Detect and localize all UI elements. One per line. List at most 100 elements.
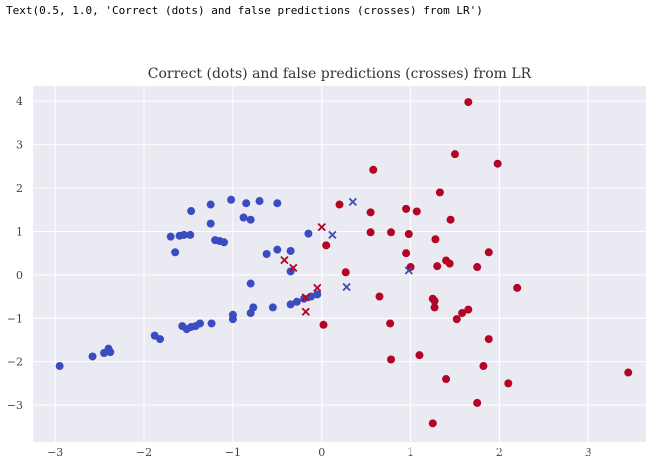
red-dot-point [624,368,633,377]
gridlines [33,86,646,442]
red-cross-point [301,293,310,302]
x-tick-label: 0 [318,446,325,459]
blue-dot-point [227,195,236,204]
blue-dot-point [228,310,237,319]
red-cross-point [280,255,289,265]
red-dot-point [415,351,424,360]
blue-cross-point [342,282,351,292]
y-tick-label: 2 [16,182,23,195]
red-dot-point [402,204,411,213]
red-dot-point [513,283,522,292]
red-dot-point [319,320,328,329]
red-cross-point [313,283,322,293]
y-tick-label: 3 [16,139,23,152]
blue-dot-point [286,246,295,255]
blue-dot-point [186,230,195,239]
blue-dot-point [246,215,255,224]
red-dot-point [450,150,459,159]
red-dot-point [386,319,395,328]
red-dot-point [387,355,396,364]
x-tick-label: 2 [496,446,503,459]
blue-dot-point [292,297,301,306]
blue-dot-point [268,303,277,312]
blue-dot-point [166,232,175,241]
red-dot-point [446,215,455,224]
red-dot-point [473,398,482,407]
blue-dot-point [206,200,215,209]
red-dot-point [335,200,344,209]
red-dot-point [430,296,439,305]
output-text-line: Text(0.5, 1.0, 'Correct (dots) and false… [6,4,483,17]
x-tick-label: −2 [136,446,152,459]
y-tick-label: 4 [16,95,23,108]
red-dot-point [428,419,437,428]
blue-dot-point [88,352,97,361]
y-tick-label: 0 [16,269,23,282]
chart-title: Correct (dots) and false predictions (cr… [148,66,532,82]
red-dot-point [412,207,421,216]
red-dot-point [484,335,493,344]
red-dot-point [504,379,513,388]
y-tick-label: −1 [7,312,23,325]
blue-dot-point [255,197,264,206]
x-tick-label: 1 [407,446,414,459]
blue-dot-point [239,213,248,222]
red-dot-point [366,228,375,237]
watermark-text: https://blog.csdn.net/Linli522362242 [384,443,642,459]
blue-dot-point [196,319,205,328]
red-dot-point [452,315,461,324]
x-tick-label: 3 [585,446,592,459]
red-dot-point [375,292,384,301]
y-tick-label: −3 [7,399,23,412]
red-dot-point [458,309,467,318]
blue-dot-point [249,303,258,312]
red-dot-point [402,249,411,258]
red-dot-point [404,230,413,239]
red-dot-point [322,241,331,250]
x-tick-label: −1 [225,446,241,459]
red-cross-point [289,263,298,273]
blue-cross-point [328,230,337,240]
blue-dot-point [304,229,313,238]
red-dot-point [473,263,482,272]
red-dot-point [445,259,454,268]
blue-dot-point [273,199,282,208]
blue-dot-point [313,290,322,299]
y-tick-label: 1 [16,225,23,238]
red-dot-point [479,362,488,371]
red-dot-point [431,235,440,244]
blue-dot-point [207,319,216,328]
red-dot-point [435,188,444,197]
blue-dot-point [246,279,255,288]
red-dot-point [464,98,473,107]
red-cross-point [301,307,310,316]
blue-dot-point [156,335,165,344]
blue-dot-point [273,245,282,254]
plot-area [33,86,646,442]
red-dot-point [387,228,396,237]
red-dot-point [433,262,442,271]
red-dot-point [369,165,378,174]
blue-dot-point [220,238,229,247]
red-cross-point [317,222,326,232]
red-dot-point [442,375,451,384]
blue-dot-point [187,207,196,216]
y-tick-label: −2 [7,356,23,369]
blue-dot-point [180,230,189,239]
red-dot-point [430,303,439,312]
red-dot-point [484,248,493,257]
red-dot-point [493,159,502,168]
data-points [55,98,633,428]
blue-dot-point [262,250,271,259]
blue-dot-point [242,199,251,208]
red-dot-point [366,208,375,217]
red-dot-point [341,268,350,277]
red-dot-point [464,305,473,314]
blue-dot-point [206,219,215,228]
blue-dot-point [286,300,295,309]
blue-cross-point [348,197,357,207]
blue-dot-point [106,348,115,357]
blue-dot-point [55,362,64,371]
x-tick-label: −3 [47,446,63,459]
